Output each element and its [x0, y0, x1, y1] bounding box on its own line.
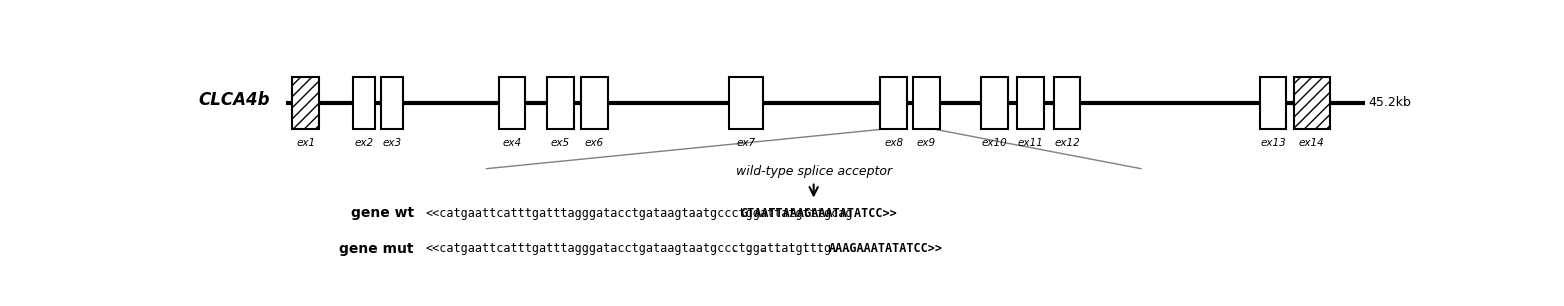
Text: <<catgaattcatttgatttagggatacctgataagtaatgccctggattatgtttg: <<catgaattcatttgatttagggatacctgataagtaat…	[425, 242, 832, 255]
Bar	[499, 77, 526, 129]
Text: ex13: ex13	[1261, 138, 1286, 148]
Bar	[547, 77, 574, 129]
Text: . . . . . . . . . .: . . . . . . . . . .	[724, 242, 866, 255]
Bar	[1259, 77, 1287, 129]
Bar	[382, 77, 404, 129]
Text: AAAGAAATATATCC>>: AAAGAAATATATCC>>	[829, 242, 943, 255]
Text: ex14: ex14	[1300, 138, 1325, 148]
Bar	[580, 77, 608, 129]
Text: ex3: ex3	[382, 138, 402, 148]
Bar	[913, 77, 940, 129]
Text: ex11: ex11	[1018, 138, 1043, 148]
Text: ex12: ex12	[1054, 138, 1079, 148]
Text: ex8: ex8	[884, 138, 904, 148]
Text: ex1: ex1	[296, 138, 316, 148]
Bar	[729, 77, 763, 129]
Text: ex2: ex2	[355, 138, 374, 148]
Text: ex9: ex9	[917, 138, 935, 148]
Text: CLCA4b: CLCA4b	[199, 91, 269, 109]
Text: GTAATTAAAGAAATATATCC>>: GTAATTAAAGAAATATATCC>>	[740, 207, 896, 220]
Text: wild-type splice acceptor: wild-type splice acceptor	[735, 165, 891, 178]
Bar	[1054, 77, 1081, 129]
Text: gene mut: gene mut	[339, 242, 413, 256]
Text: ex10: ex10	[981, 138, 1007, 148]
Bar	[981, 77, 1007, 129]
Bar	[1293, 77, 1329, 129]
Text: 45.2kb: 45.2kb	[1368, 96, 1412, 109]
Bar	[292, 77, 319, 129]
Text: ex6: ex6	[585, 138, 604, 148]
Text: ex5: ex5	[551, 138, 569, 148]
Text: gene wt: gene wt	[350, 207, 413, 220]
Text: <<catgaattcatttgatttagggatacctgataagtaatgccctggattatgtttgcag: <<catgaattcatttgatttagggatacctgataagtaat…	[425, 207, 854, 220]
Text: ex7: ex7	[737, 138, 755, 148]
Text: ex4: ex4	[502, 138, 521, 148]
Bar	[1017, 77, 1045, 129]
Bar	[353, 77, 375, 129]
Bar	[881, 77, 907, 129]
